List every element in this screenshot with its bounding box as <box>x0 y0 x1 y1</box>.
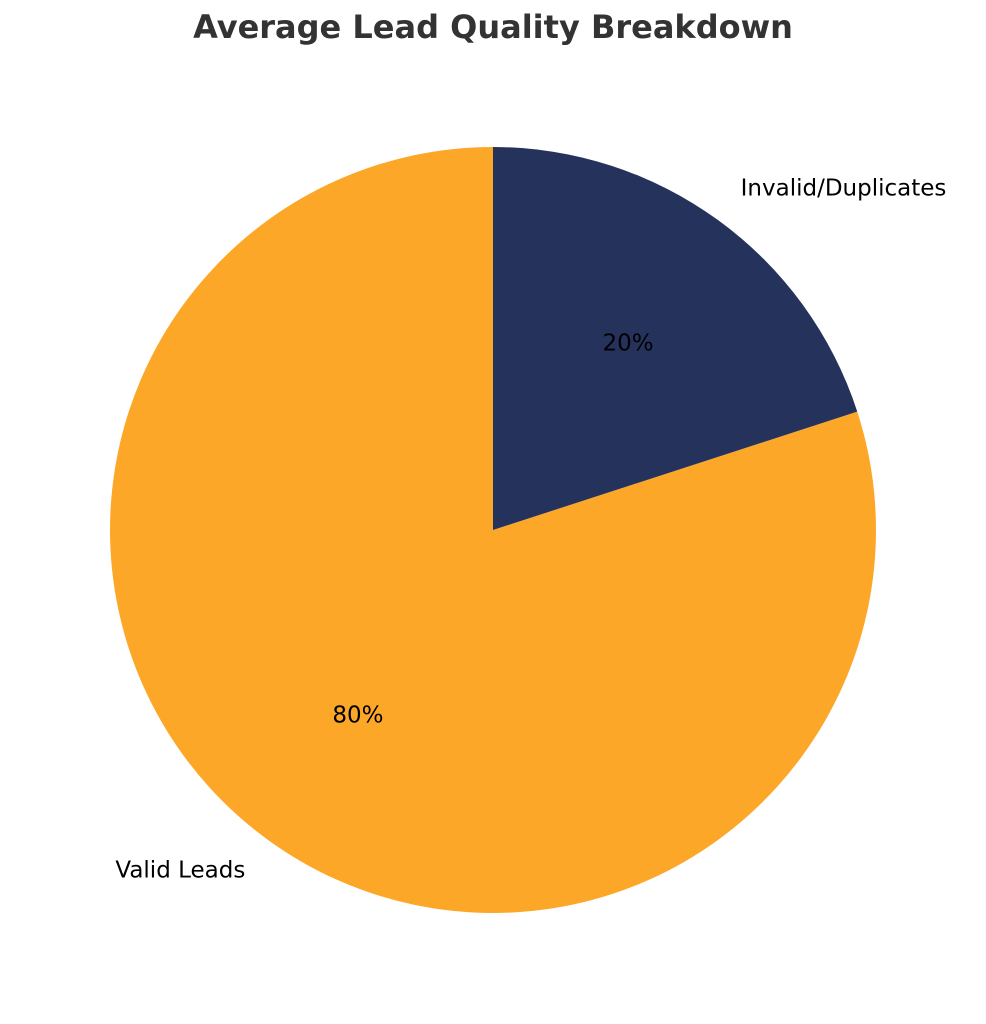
value-label: 80% <box>332 702 383 728</box>
slice-label: Invalid/Duplicates <box>741 176 947 202</box>
slice-label: Valid Leads <box>115 857 245 883</box>
chart-title: Average Lead Quality Breakdown <box>193 8 793 46</box>
value-label: 20% <box>603 331 654 357</box>
pie-slice <box>493 147 858 530</box>
